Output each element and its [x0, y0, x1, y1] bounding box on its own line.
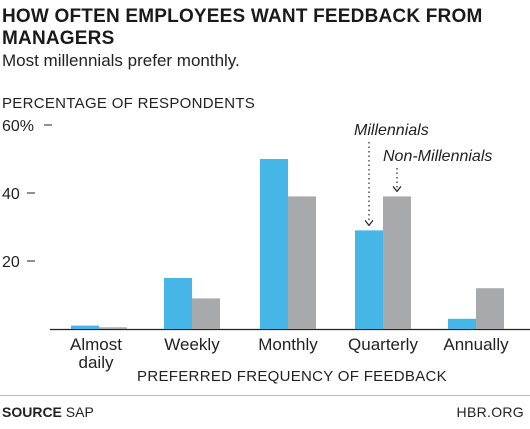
chart-subtitle: Most millennials prefer monthly. — [2, 51, 240, 70]
bar-non-millennials — [288, 196, 316, 329]
bar-non-millennials — [192, 298, 220, 329]
bar-millennials — [260, 159, 288, 329]
annotation-non-millennials: Non-Millennials — [383, 148, 492, 165]
y-axis-label: PERCENTAGE OF RESPONDENTS — [2, 95, 256, 112]
x-category-label: Almost — [70, 335, 122, 354]
y-tick-label: 20 — [2, 254, 20, 271]
source-label: SOURCE — [2, 404, 62, 420]
bar-non-millennials — [383, 196, 411, 329]
source-note: SOURCE SAP — [2, 404, 94, 420]
bar-non-millennials — [99, 327, 127, 329]
bar-non-millennials — [476, 288, 504, 329]
annotation-millennials: Millennials — [354, 122, 429, 139]
bar-millennials — [71, 325, 99, 329]
y-tick-label: 40 — [2, 186, 20, 203]
arrow-down-icon — [392, 186, 402, 193]
y-tick-label: 60% — [2, 118, 34, 135]
x-category-label: Weekly — [164, 335, 220, 354]
x-category-label: Monthly — [258, 335, 318, 354]
x-axis-title: PREFERRED FREQUENCY OF FEEDBACK — [137, 368, 447, 385]
brand-logo-text: HBR.ORG — [456, 404, 524, 420]
x-category-label: daily — [79, 353, 114, 372]
arrow-down-icon — [364, 220, 374, 227]
bar-millennials — [448, 318, 476, 329]
chart-title: HOW OFTEN EMPLOYEES WANT FEEDBACK FROM M… — [2, 6, 483, 49]
x-category-label: Annually — [443, 335, 509, 354]
bar-millennials — [164, 278, 192, 329]
footer-divider — [0, 395, 530, 396]
bar-millennials — [355, 230, 383, 329]
source-value: SAP — [65, 404, 94, 420]
x-category-label: Quarterly — [348, 335, 418, 354]
